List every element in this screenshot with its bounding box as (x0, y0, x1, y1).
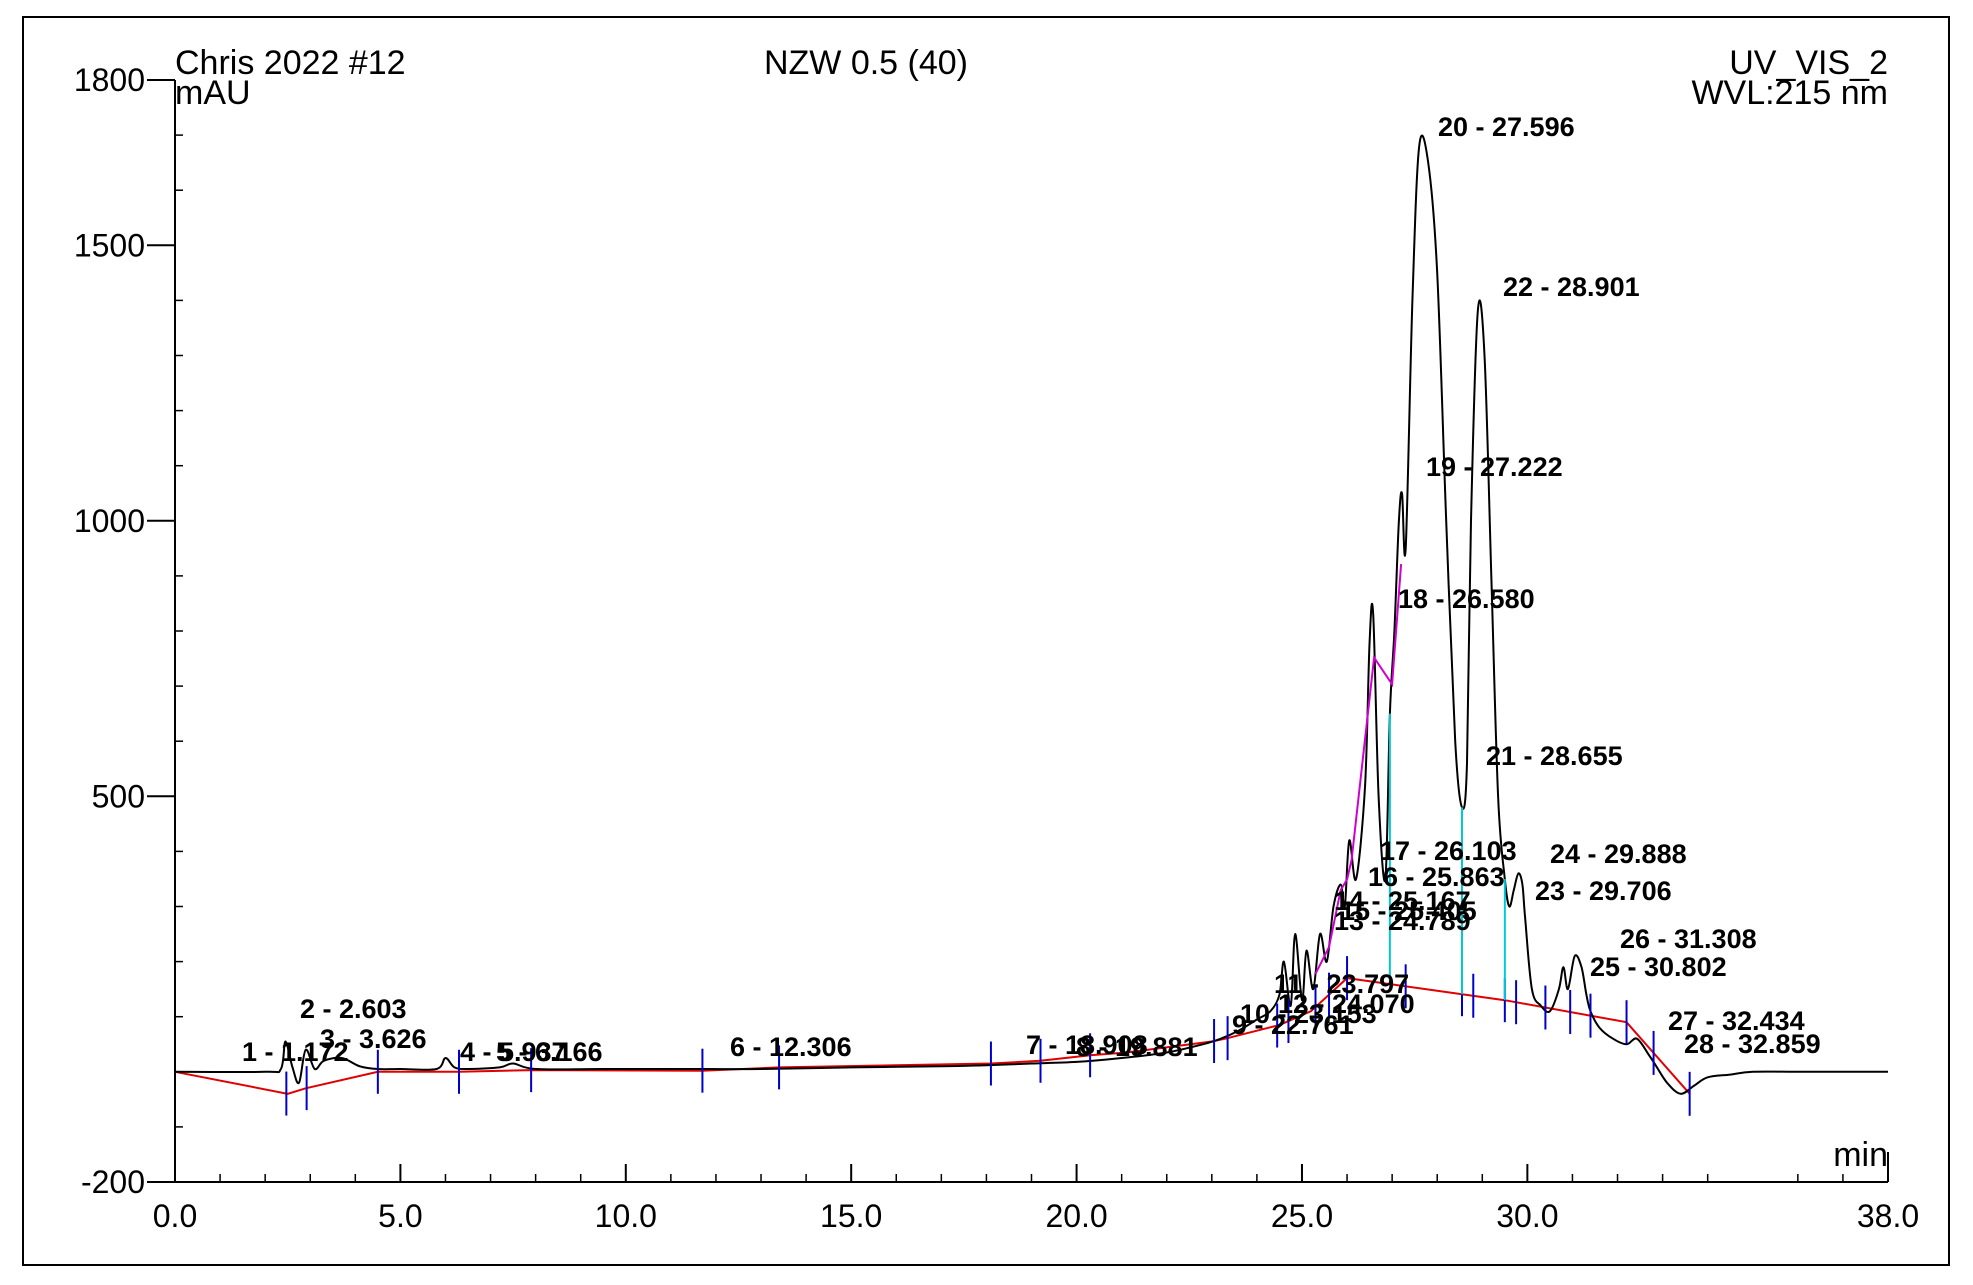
peak-label: 26 - 31.308 (1620, 924, 1757, 954)
y-tick-label: -200 (81, 1164, 145, 1200)
peak-label: 16 - 25.863 (1368, 862, 1505, 892)
x-tick-label: 15.0 (820, 1198, 882, 1234)
chromatogram-chart: 0.0 5.0 10.0 15.0 20.0 25.0 30.0 38.0 -200 500 100… (74, 44, 1919, 1234)
trace-layer (174, 134, 1888, 1095)
peak-label: 1 - 1.172 (242, 1037, 349, 1067)
peak-label: 12 - 24.070 (1278, 989, 1415, 1019)
peak-label: 11 - 23.797 (1274, 969, 1409, 999)
peak-label: 2 - 2.603 (300, 994, 407, 1024)
peak-label: 8 - 19.881 (1076, 1032, 1198, 1062)
x-tick-label: 25.0 (1271, 1198, 1333, 1234)
peak-label: 20 - 27.596 (1438, 112, 1575, 142)
chart-frame: 0.0 5.0 10.0 15.0 20.0 25.0 30.0 38.0 -200 500 100… (22, 16, 1950, 1266)
peak-label: 4 - 5.937 (460, 1037, 567, 1067)
detector-channel: UV_VIS_2 (1729, 44, 1888, 82)
peak-label: 19 - 27.222 (1426, 452, 1563, 482)
y-tick-label: 500 (92, 778, 145, 814)
peak-label: 9 - 22.761 (1232, 1010, 1354, 1040)
peak-label: 18 - 26.580 (1398, 584, 1535, 614)
peak-label: 13 - 24.789 (1334, 906, 1471, 936)
x-tick-label: 10.0 (595, 1198, 657, 1234)
peak-label: 24 - 29.888 (1550, 839, 1687, 869)
y-unit-label: mAU (175, 74, 251, 112)
x-tick-label: 20.0 (1045, 1198, 1107, 1234)
baseline-layer (174, 977, 1691, 1095)
peak-label: 5 - 6.166 (496, 1037, 603, 1067)
axes: 0.0 5.0 10.0 15.0 20.0 25.0 30.0 38.0 -200 500 100… (74, 62, 1919, 1234)
peak-marker-layer (285, 564, 1691, 1116)
y-tick-label: 1500 (74, 227, 145, 263)
peak-label: 25 - 30.802 (1590, 952, 1727, 982)
peak-label: 28 - 32.859 (1684, 1029, 1821, 1059)
peak-label: 6 - 12.306 (730, 1032, 852, 1062)
peak-label: 23 - 29.706 (1535, 876, 1672, 906)
peak-label: 3 - 3.626 (320, 1024, 427, 1054)
peak-label: 22 - 28.901 (1503, 272, 1640, 302)
peak-label: 17 - 26.103 (1380, 836, 1517, 866)
peak-label: 15 - 25.405 (1340, 896, 1477, 926)
x-unit-label: min (1833, 1136, 1888, 1174)
peak-label: 21 - 28.655 (1486, 741, 1623, 771)
wavelength-label: WVL:215 nm (1691, 74, 1888, 112)
peak-label: 27 - 32.434 (1668, 1006, 1805, 1036)
peak-label: 7 - 18.908 (1026, 1030, 1148, 1060)
x-tick-label: 38.0 (1857, 1198, 1919, 1234)
peak-label: 14 - 25.167 (1334, 886, 1471, 916)
x-tick-label: 5.0 (378, 1198, 422, 1234)
integration-baseline (174, 977, 1691, 1095)
sample-name: Chris 2022 #12 (175, 44, 406, 82)
signal-trace (174, 134, 1888, 1095)
peak-label: 10 - 23.153 (1240, 999, 1377, 1029)
y-tick-label: 1800 (74, 62, 145, 98)
x-tick-label: 0.0 (153, 1198, 197, 1234)
chart-title: NZW 0.5 (40) (764, 44, 968, 82)
x-tick-label: 30.0 (1496, 1198, 1558, 1234)
peak-skim-segment (1314, 564, 1403, 975)
y-tick-label: 1000 (74, 503, 145, 539)
